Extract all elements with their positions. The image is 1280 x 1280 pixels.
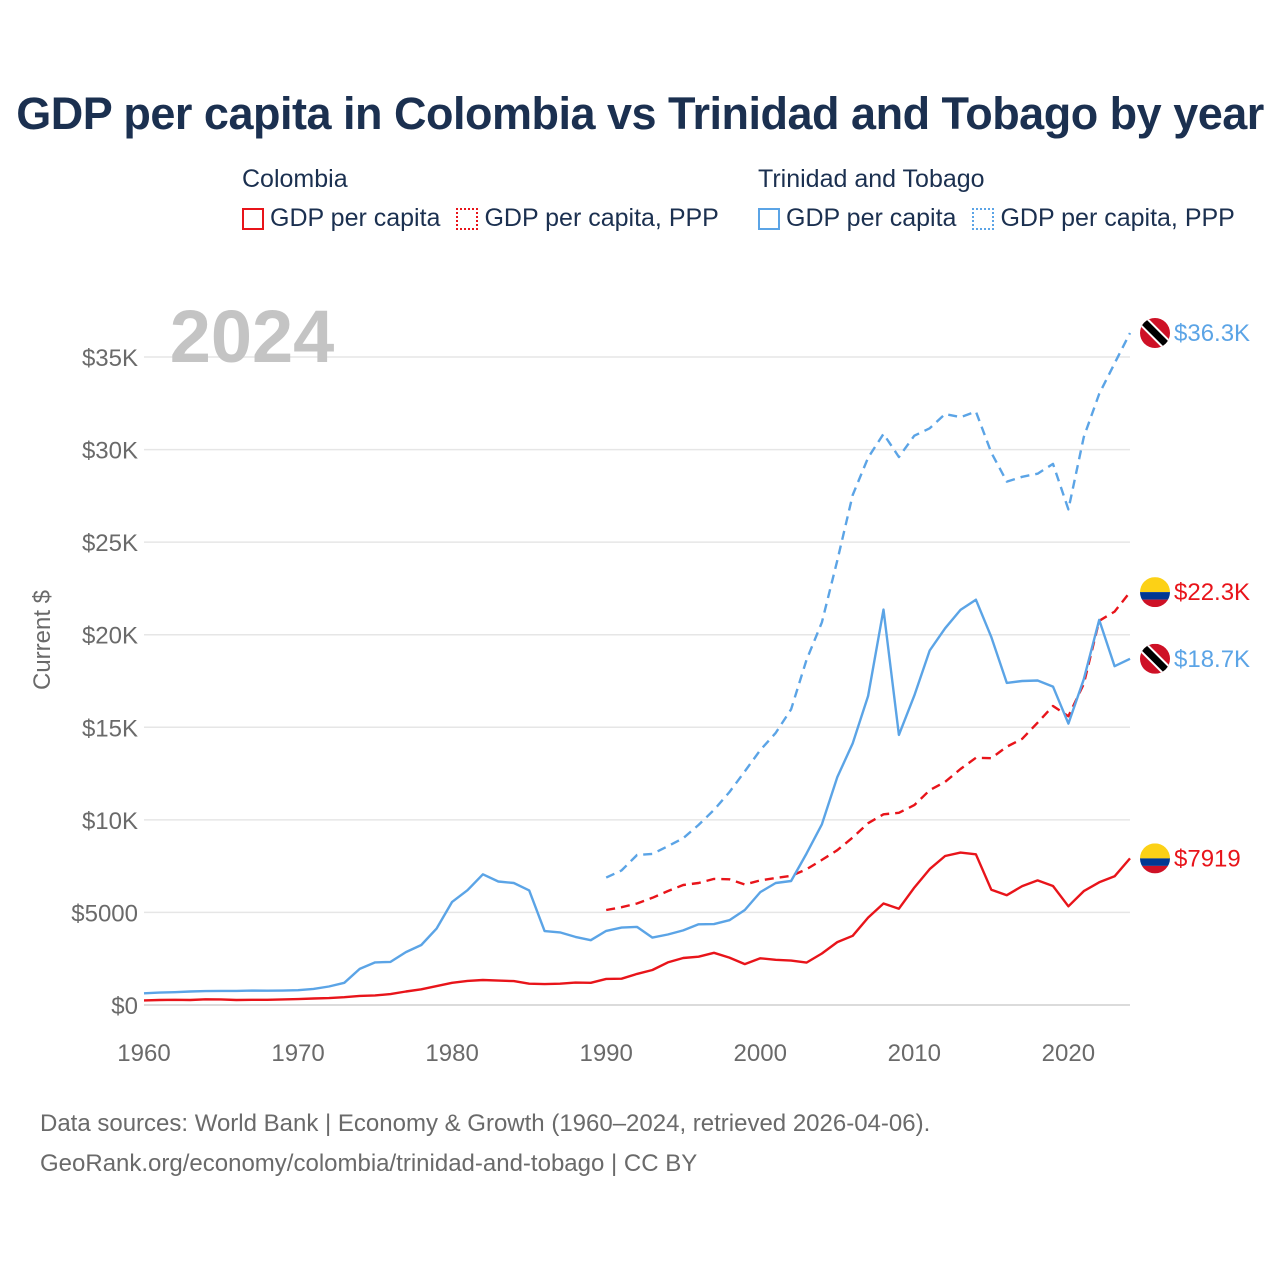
y-tick-label: $5000: [71, 900, 138, 927]
legend-item-trinidad-ppp[interactable]: GDP per capita, PPP: [972, 204, 1235, 233]
x-tick-label: 1960: [117, 1040, 170, 1067]
legend-item-trinidad-gdp[interactable]: GDP per capita: [758, 204, 956, 233]
legend-group-colombia: Colombia GDP per capita GDP per capita, …: [242, 162, 735, 233]
dashed-line-swatch-icon: [972, 207, 995, 230]
solid-line-swatch-icon: [758, 207, 780, 230]
y-tick-label: $35K: [82, 345, 138, 372]
legend-item-label: GDP per capita, PPP: [484, 204, 719, 232]
x-tick-label: 2000: [734, 1040, 787, 1067]
source-line-2[interactable]: GeoRank.org/economy/colombia/trinidad-an…: [40, 1150, 698, 1177]
x-tick-label: 1990: [579, 1040, 632, 1067]
y-tick-label: $20K: [82, 623, 138, 650]
series-end-label: $36.3K: [1174, 320, 1250, 347]
chart-title: GDP per capita in Colombia vs Trinidad a…: [16, 88, 1264, 139]
y-tick-label: $15K: [82, 715, 138, 742]
legend-item-colombia-ppp[interactable]: GDP per capita, PPP: [456, 204, 719, 233]
legend-group-name: Colombia: [242, 165, 348, 193]
series-line-colombia-ppp: [605, 591, 1131, 912]
colombia-flag-icon: [1140, 843, 1170, 874]
legend-group-name: Trinidad and Tobago: [758, 165, 985, 193]
trinidad-flag-icon: [1140, 318, 1170, 348]
source-line-1: Data sources: World Bank | Economy & Gro…: [40, 1110, 931, 1137]
series-end-label: $18.7K: [1174, 646, 1250, 673]
y-tick-label: $0: [111, 993, 138, 1020]
x-tick-label: 2020: [1042, 1040, 1095, 1067]
trinidad-flag-icon: [1140, 643, 1170, 674]
legend-item-label: GDP per capita: [786, 204, 957, 232]
legend-group-trinidad: Trinidad and Tobago GDP per capita GDP p…: [758, 162, 1251, 233]
legend-item-label: GDP per capita, PPP: [1000, 204, 1235, 232]
series-end-label: $22.3K: [1174, 579, 1250, 606]
x-tick-label: 1980: [425, 1040, 478, 1067]
year-watermark: 2024: [170, 295, 335, 378]
y-tick-label: $10K: [82, 808, 138, 835]
series-line-trinidad-gdp: [143, 598, 1131, 995]
series-line-colombia-gdp: [143, 851, 1131, 1002]
colombia-flag-icon: [1140, 577, 1170, 608]
legend-item-label: GDP per capita: [270, 204, 441, 232]
solid-line-swatch-icon: [242, 207, 264, 230]
x-tick-label: 2010: [888, 1040, 941, 1067]
series-line-trinidad-ppp: [605, 332, 1132, 879]
x-tick-label: 1970: [271, 1040, 324, 1067]
source-note: Data sources: World Bank | Economy & Gro…: [40, 1104, 930, 1184]
y-axis-label: Current $: [29, 590, 56, 690]
y-tick-label: $25K: [82, 530, 138, 557]
legend-item-colombia-gdp[interactable]: GDP per capita: [242, 204, 440, 233]
dashed-line-swatch-icon: [456, 207, 479, 230]
y-tick-label: $30K: [82, 438, 138, 465]
series-end-label: $7919: [1174, 845, 1241, 872]
